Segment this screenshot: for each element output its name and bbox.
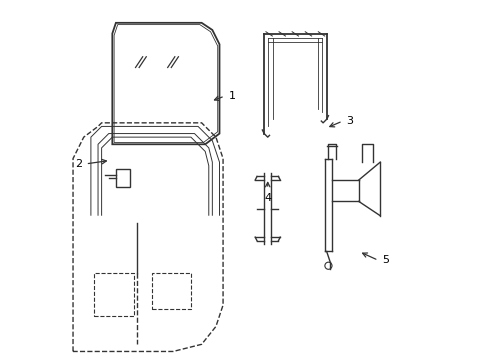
Text: 2: 2 <box>75 159 82 169</box>
Text: 1: 1 <box>228 91 235 101</box>
Text: 5: 5 <box>381 255 388 265</box>
Text: 4: 4 <box>264 193 271 203</box>
Text: 3: 3 <box>346 116 353 126</box>
